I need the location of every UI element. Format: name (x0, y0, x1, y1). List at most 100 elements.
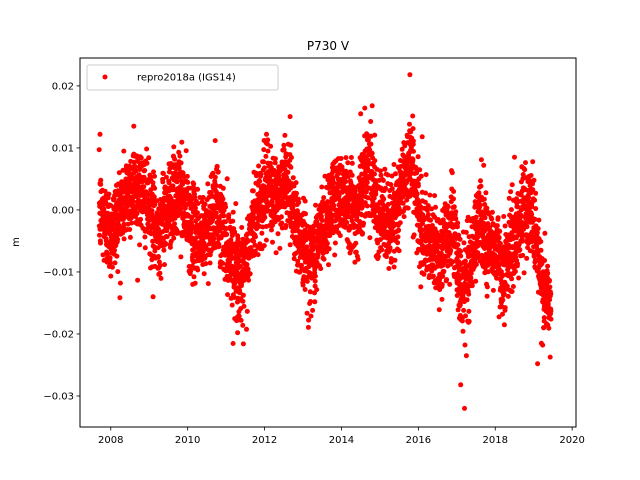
data-point (548, 308, 554, 314)
data-point (548, 316, 554, 322)
data-point (535, 226, 541, 232)
data-point (375, 254, 381, 260)
data-point (302, 198, 308, 204)
data-point (363, 189, 369, 195)
data-point (224, 176, 230, 182)
data-point (441, 268, 447, 274)
data-point (533, 190, 539, 196)
data-point (120, 189, 126, 195)
data-point (253, 234, 258, 240)
data-point (365, 195, 371, 201)
data-point (273, 250, 279, 256)
data-point (163, 241, 169, 247)
data-point (163, 174, 169, 180)
data-point (172, 156, 178, 162)
data-point (494, 275, 500, 281)
data-point (170, 183, 176, 189)
data-point (440, 246, 445, 252)
data-point (445, 204, 451, 210)
data-point (216, 242, 222, 247)
data-point (289, 155, 294, 160)
data-point (466, 318, 472, 324)
data-point (497, 228, 503, 234)
data-point (150, 238, 156, 244)
data-point (505, 293, 511, 299)
data-point (410, 126, 416, 132)
data-point (193, 205, 198, 211)
data-point (146, 155, 152, 161)
data-points (96, 72, 554, 411)
data-point (509, 182, 515, 188)
data-point (188, 268, 194, 274)
data-point (428, 217, 433, 223)
data-point (235, 235, 241, 241)
data-point (221, 213, 227, 219)
data-point (292, 228, 298, 234)
data-point (382, 166, 388, 172)
data-point (536, 217, 542, 223)
data-point (98, 240, 103, 246)
data-point (144, 146, 150, 152)
data-point (312, 278, 318, 284)
data-point (287, 242, 293, 248)
data-point (439, 282, 445, 287)
data-point (468, 275, 474, 281)
data-point (177, 153, 183, 159)
data-point (338, 156, 344, 161)
data-point (380, 178, 386, 183)
data-point (269, 227, 274, 233)
data-point (131, 123, 137, 129)
data-point (157, 270, 163, 276)
data-point (465, 214, 471, 220)
data-point (365, 137, 371, 143)
data-point (440, 273, 446, 279)
data-point (239, 225, 245, 230)
data-point (337, 233, 343, 239)
data-point (378, 168, 383, 174)
data-point (155, 254, 161, 259)
data-point (421, 271, 427, 277)
data-point (522, 167, 528, 173)
data-point (179, 139, 185, 145)
data-point (205, 181, 211, 187)
data-point (418, 284, 424, 290)
data-point (256, 163, 262, 169)
data-point (545, 270, 551, 276)
data-point (353, 240, 359, 246)
data-point (393, 171, 398, 177)
data-point (152, 173, 157, 179)
data-point (257, 242, 263, 248)
data-point (167, 244, 173, 250)
data-point (529, 204, 535, 210)
data-point (151, 194, 157, 200)
data-point (523, 160, 528, 166)
data-point (311, 223, 317, 229)
data-point (455, 224, 460, 230)
data-point (257, 178, 263, 184)
data-point (450, 259, 456, 265)
data-point (526, 195, 532, 200)
data-point (157, 263, 163, 268)
data-point (265, 137, 271, 143)
data-point (191, 274, 197, 280)
data-point (227, 259, 232, 265)
data-point (477, 202, 483, 208)
legend-label: repro2018a (IGS14) (137, 73, 236, 84)
data-point (97, 232, 102, 238)
data-point (240, 322, 246, 328)
data-point (214, 164, 220, 170)
data-point (453, 216, 459, 222)
chart-title: P730 V (307, 39, 350, 53)
data-point (330, 175, 336, 181)
data-point (207, 260, 213, 266)
legend: repro2018a (IGS14) (86, 64, 279, 91)
data-point (251, 252, 257, 258)
data-point (449, 170, 455, 176)
data-point (115, 236, 121, 242)
data-point (184, 173, 190, 179)
data-point (463, 229, 469, 235)
data-point (455, 307, 461, 313)
data-point (429, 223, 435, 228)
data-point (129, 220, 134, 226)
data-point (268, 143, 274, 149)
